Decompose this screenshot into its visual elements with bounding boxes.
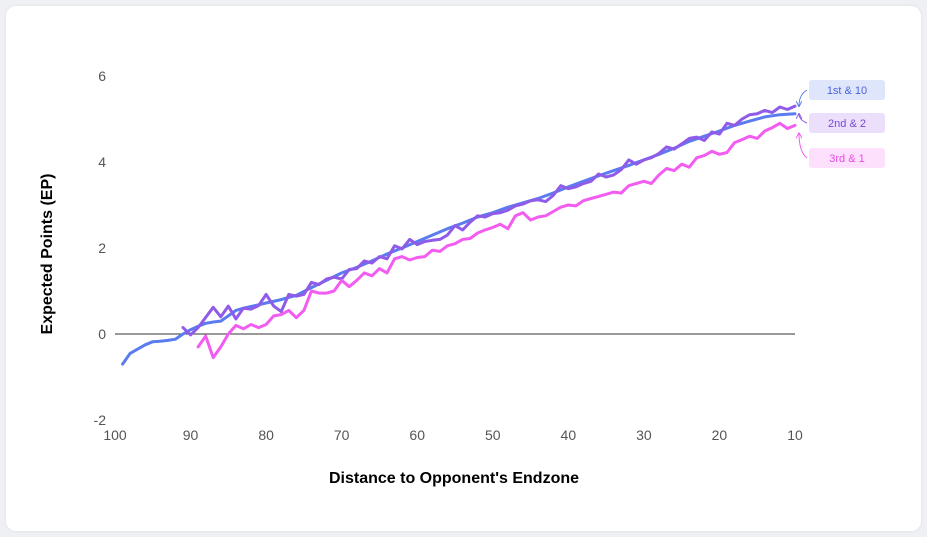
- y-tick-label: 2: [98, 240, 106, 256]
- legend-pointer-arrow: [799, 114, 808, 124]
- legend-badge-bg: [809, 113, 885, 133]
- legend-badge-bg: [809, 148, 885, 168]
- legend-badges: 1st & 10 2nd & 2 3rd & 1: [799, 80, 885, 168]
- legend-badge-1: 2nd & 2: [799, 113, 885, 133]
- x-axis-title: Distance to Opponent's Endzone: [329, 470, 579, 487]
- y-tick-label: 0: [98, 326, 106, 342]
- x-tick-label: 40: [561, 427, 577, 443]
- legend-badge-0: 1st & 10: [799, 80, 885, 106]
- series-line-2: [196, 121, 797, 360]
- chart-card: [6, 6, 921, 531]
- legend-pointer-arrow: [799, 133, 808, 159]
- legend-pointer-arrow: [799, 89, 808, 106]
- y-tick-labels: 6 4 2 0 -2: [94, 68, 107, 428]
- series-line-1: [181, 104, 797, 337]
- x-tick-label: 60: [409, 427, 425, 443]
- x-tick-label: 10: [787, 427, 803, 443]
- x-tick-label: 90: [183, 427, 199, 443]
- legend-badge-label: 3rd & 1: [829, 153, 864, 165]
- x-tick-label: 30: [636, 427, 652, 443]
- x-tick-label: 80: [258, 427, 274, 443]
- x-tick-labels: 100 90 80 70 60 50 40 30 20 10: [103, 427, 803, 443]
- x-tick-label: 20: [712, 427, 728, 443]
- x-tick-label: 70: [334, 427, 350, 443]
- legend-badge-label: 2nd & 2: [828, 118, 866, 130]
- series-lines: [121, 104, 797, 366]
- y-axis-title: Expected Points (EP): [39, 174, 56, 335]
- y-tick-label: 6: [98, 68, 106, 84]
- x-tick-label: 100: [103, 427, 127, 443]
- x-tick-label: 50: [485, 427, 501, 443]
- y-tick-label: 4: [98, 154, 106, 170]
- series-line-0: [121, 112, 797, 366]
- legend-badge-2: 3rd & 1: [799, 133, 885, 168]
- y-tick-label: -2: [94, 412, 107, 428]
- legend-badge-label: 1st & 10: [827, 85, 867, 97]
- legend-badge-bg: [809, 80, 885, 100]
